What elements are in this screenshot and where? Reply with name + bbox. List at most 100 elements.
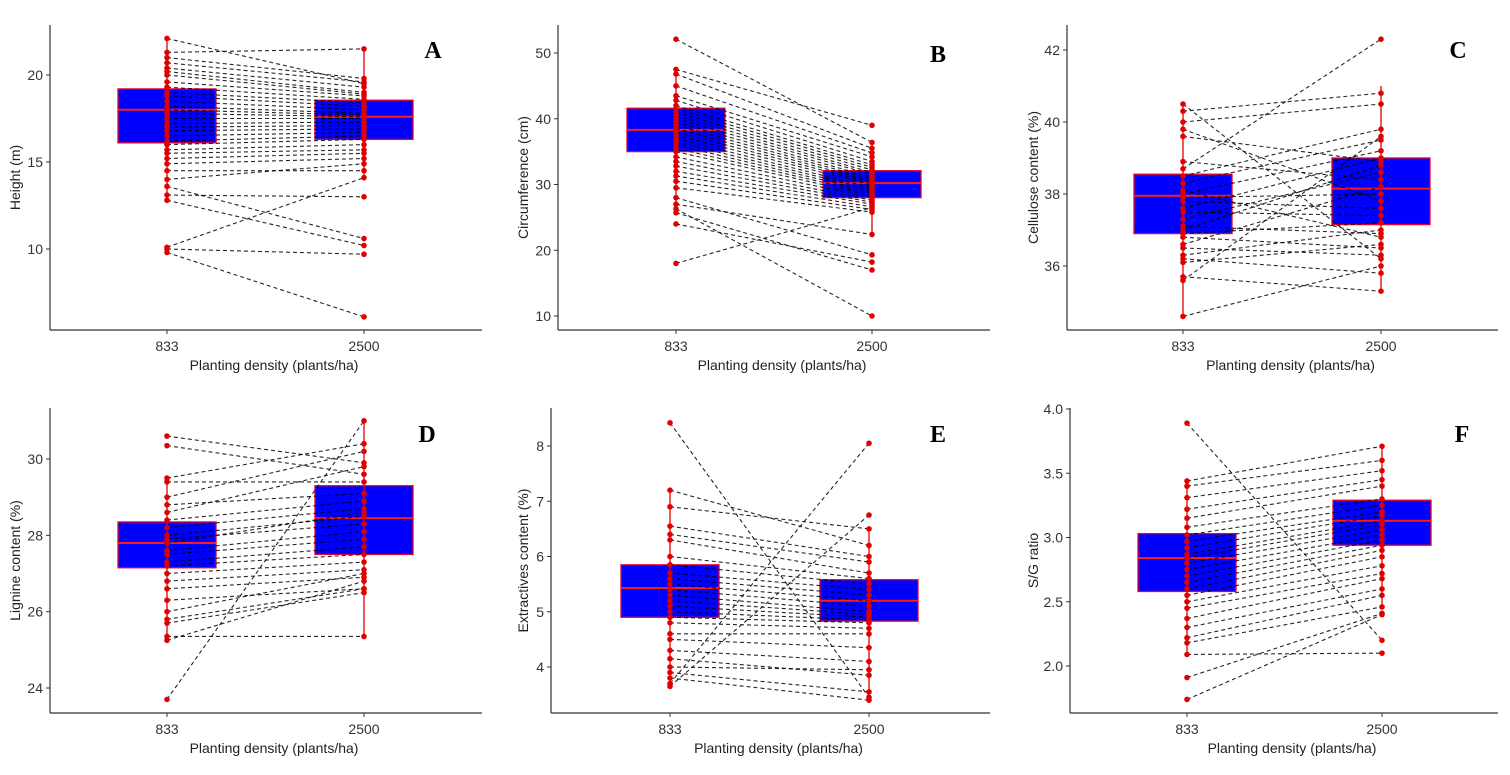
data-point	[673, 178, 679, 185]
pair-line	[669, 578, 870, 596]
x-tick-label: 2500	[1366, 721, 1397, 737]
data-point	[1184, 478, 1190, 484]
data-point	[1378, 288, 1384, 295]
data-point	[361, 46, 367, 52]
pair-line	[166, 152, 365, 160]
pair-line	[1182, 128, 1382, 177]
data-point	[667, 614, 673, 621]
data-point	[866, 526, 872, 532]
x-tick-label: 2500	[1365, 338, 1396, 354]
pair-line	[669, 533, 870, 563]
pair-line	[669, 622, 870, 629]
data-point	[361, 136, 367, 143]
data-point	[361, 242, 367, 249]
data-point	[1184, 538, 1190, 545]
data-point	[673, 83, 679, 89]
x-tick-label: 833	[1171, 338, 1195, 354]
pair-line	[669, 539, 870, 574]
data-point	[866, 666, 872, 673]
pair-line	[675, 111, 873, 171]
pair-line	[166, 128, 365, 132]
pair-line	[1182, 103, 1382, 123]
data-point	[1180, 133, 1186, 140]
data-point	[164, 494, 170, 500]
x-tick-label: 2500	[856, 338, 887, 354]
data-point	[673, 163, 679, 169]
data-point	[1184, 624, 1190, 631]
data-point	[164, 570, 170, 577]
data-point	[1180, 277, 1186, 284]
pair-line	[675, 95, 873, 158]
data-point	[164, 60, 170, 66]
data-point	[869, 313, 875, 319]
data-point	[667, 603, 673, 610]
data-point	[667, 608, 673, 615]
y-tick-label: 26	[27, 604, 43, 620]
data-point	[1378, 155, 1384, 161]
pair-line	[669, 442, 870, 684]
pair-line	[1186, 612, 1383, 679]
pair-line	[1186, 520, 1383, 555]
pair-line	[669, 649, 870, 663]
pair-line	[1186, 485, 1383, 519]
pair-line	[675, 180, 873, 211]
y-axis-title: Cellulose content (%)	[1025, 111, 1041, 244]
pair-line	[675, 144, 873, 193]
data-point	[361, 79, 367, 85]
pair-line	[669, 600, 870, 616]
data-point	[1180, 166, 1186, 172]
pair-line	[675, 141, 873, 191]
x-tick-label: 833	[1175, 721, 1199, 737]
data-point	[1184, 532, 1190, 538]
data-point	[1184, 483, 1190, 489]
panel-d: 24 26 28 30 833 2500 Planting density (plants/…	[7, 408, 482, 756]
pair-line	[1182, 222, 1382, 235]
data-point	[1180, 234, 1186, 240]
data-point	[361, 418, 367, 424]
pair-line	[675, 114, 873, 174]
data-point	[869, 231, 875, 238]
data-point	[1379, 570, 1385, 577]
x-tick-label: 2500	[348, 338, 379, 354]
data-point	[164, 155, 170, 162]
data-point	[1184, 544, 1190, 551]
data-point	[667, 675, 673, 681]
pair-line	[166, 251, 365, 318]
data-point	[164, 79, 170, 85]
y-tick-label: 6	[536, 549, 544, 565]
data-point	[673, 154, 679, 160]
data-point	[164, 192, 170, 198]
pair-line	[669, 564, 870, 585]
data-point	[667, 647, 673, 654]
pair-line	[166, 445, 365, 475]
data-point	[361, 543, 367, 550]
data-point	[1379, 526, 1385, 533]
data-point	[1378, 227, 1384, 233]
data-point	[1184, 592, 1190, 599]
data-point	[164, 49, 170, 56]
data-point	[1184, 674, 1190, 681]
pair-line	[669, 514, 870, 687]
pair-line	[675, 147, 873, 195]
pair-line	[166, 580, 365, 641]
panel-c: 36 38 40 42 833 2500 Planting density (plants/…	[1025, 25, 1498, 373]
y-tick-label: 3.0	[1044, 530, 1064, 546]
pair-line	[1186, 606, 1383, 644]
y-axis-title: Extractives content (%)	[515, 489, 531, 633]
data-point	[869, 204, 875, 211]
data-point	[361, 498, 367, 504]
data-point	[361, 440, 367, 447]
pair-line	[1182, 243, 1382, 263]
data-point	[1184, 555, 1190, 561]
data-point	[1378, 169, 1384, 176]
data-point	[361, 167, 367, 174]
data-point	[673, 158, 679, 165]
data-point	[1378, 148, 1384, 154]
data-point	[164, 150, 170, 157]
pair-line	[1186, 470, 1383, 499]
data-point	[667, 575, 673, 582]
data-point	[1378, 252, 1384, 258]
data-point	[164, 578, 170, 584]
pair-line	[166, 588, 365, 620]
pair-line	[1182, 135, 1382, 281]
